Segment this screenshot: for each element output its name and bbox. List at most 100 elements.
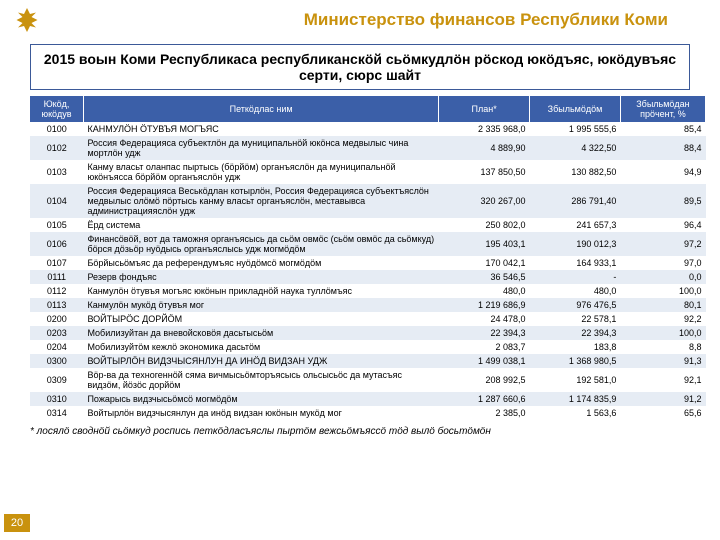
table-row: 0105Ёрд система250 802,0241 657,396,4 [30,218,706,232]
cell: ВОЙТЫРЛӦН ВИДЗЧЫСЯНЛУН ДА ИНӦД ВИДЗАН УД… [83,354,438,368]
table-row: 0111Резерв фондъяс36 546,5-0,0 [30,270,706,284]
cell: 4 889,90 [439,136,530,160]
cell: 208 992,5 [439,368,530,392]
cell: 1 174 835,9 [530,392,621,406]
cell: 480,0 [439,284,530,298]
subtitle: 2015 воын Коми Республикаса республиканс… [30,44,690,90]
cell: 8,8 [620,340,705,354]
table-row: 0102Россия Федерацияса субъектлӧн да мун… [30,136,706,160]
header: Министерство финансов Республики Коми [0,0,720,40]
cell: 22 394,3 [439,326,530,340]
cell: Россия Федерацияса субъектлӧн да муницип… [83,136,438,160]
cell: 0104 [30,184,83,218]
cell: 170 042,1 [439,256,530,270]
cell: 250 802,0 [439,218,530,232]
table-row: 0200ВОЙТЫРӦС ДОРЙӦМ24 478,022 578,192,2 [30,312,706,326]
cell: 976 476,5 [530,298,621,312]
cell: 1 995 555,6 [530,122,621,136]
cell: КАНМУЛӦН ӦТУВЪЯ МОГЪЯС [83,122,438,136]
cell: 195 403,1 [439,232,530,256]
cell: 0,0 [620,270,705,284]
cell: 100,0 [620,284,705,298]
cell: 94,9 [620,160,705,184]
cell: 0102 [30,136,83,160]
cell: 183,8 [530,340,621,354]
cell: 97,2 [620,232,705,256]
cell: Россия Федерацияса Веськӧдлан котырлӧн, … [83,184,438,218]
table-row: 0204Мобилизуйтӧм кежлӧ экономика дасьтӧм… [30,340,706,354]
cell: 80,1 [620,298,705,312]
cell: 286 791,40 [530,184,621,218]
cell: Ёрд система [83,218,438,232]
cell: 22 394,3 [530,326,621,340]
cell: 0106 [30,232,83,256]
cell: 100,0 [620,326,705,340]
cell: 91,2 [620,392,705,406]
logo-icon [12,5,42,35]
cell: 192 581,0 [530,368,621,392]
cell: 0112 [30,284,83,298]
cell: 91,3 [620,354,705,368]
cell: Вӧр-ва да техногеннӧй сяма вичмысьӧмторъ… [83,368,438,392]
col-header: Збыльмӧдан прӧчент, % [620,96,705,122]
cell: Резерв фондъяс [83,270,438,284]
cell: 1 563,6 [530,406,621,420]
table-row: 0103Канму власьт оланпас пыртысь (бӧрйӧм… [30,160,706,184]
header-title: Министерство финансов Республики Коми [50,10,668,30]
col-header: Юкӧд, юкӧдув [30,96,83,122]
cell: Мобилизуйтӧм кежлӧ экономика дасьтӧм [83,340,438,354]
cell: 0200 [30,312,83,326]
cell: Мобилизуйтан да вневойсковӧя дасьтысьӧм [83,326,438,340]
cell: 88,4 [620,136,705,160]
cell: 36 546,5 [439,270,530,284]
cell: 0300 [30,354,83,368]
col-header: Петкӧдлас ним [83,96,438,122]
cell: 96,4 [620,218,705,232]
cell: 0100 [30,122,83,136]
cell: Канмулӧн мукӧд ӧтувъя мог [83,298,438,312]
table-row: 0314Войтырлӧн видзчысянлун да инӧд видза… [30,406,706,420]
col-header: План* [439,96,530,122]
cell: 1 368 980,5 [530,354,621,368]
cell: 2 385,0 [439,406,530,420]
table-row: 0107Бӧрйысьӧмъяс да референдумъяс нуӧдӧм… [30,256,706,270]
data-table: Юкӧд, юкӧдувПеткӧдлас нимПлан*Збыльмӧдӧм… [30,96,706,420]
cell: 89,5 [620,184,705,218]
table-row: 0310Пожарысь видзчысьӧмсӧ могмӧдӧм1 287 … [30,392,706,406]
cell: 92,1 [620,368,705,392]
table-row: 0300ВОЙТЫРЛӦН ВИДЗЧЫСЯНЛУН ДА ИНӦД ВИДЗА… [30,354,706,368]
cell: 1 219 686,9 [439,298,530,312]
page-number: 20 [4,514,30,532]
cell: 164 933,1 [530,256,621,270]
cell: 241 657,3 [530,218,621,232]
cell: Пожарысь видзчысьӧмсӧ могмӧдӧм [83,392,438,406]
cell: 2 335 968,0 [439,122,530,136]
cell: 1 499 038,1 [439,354,530,368]
cell: 480,0 [530,284,621,298]
cell: 0203 [30,326,83,340]
cell: 137 850,50 [439,160,530,184]
table-row: 0113Канмулӧн мукӧд ӧтувъя мог1 219 686,9… [30,298,706,312]
cell: 0103 [30,160,83,184]
table-row: 0104Россия Федерацияса Веськӧдлан котырл… [30,184,706,218]
cell: 22 578,1 [530,312,621,326]
cell: 4 322,50 [530,136,621,160]
table-row: 0112Канмулӧн ӧтувъя могъяс юкӧнын прикла… [30,284,706,298]
cell: 1 287 660,6 [439,392,530,406]
cell: 0111 [30,270,83,284]
cell: 0204 [30,340,83,354]
table-row: 0100КАНМУЛӦН ӦТУВЪЯ МОГЪЯС2 335 968,01 9… [30,122,706,136]
cell: Финансӧвӧй, вот да таможня органъясысь д… [83,232,438,256]
cell: 85,4 [620,122,705,136]
cell: 320 267,00 [439,184,530,218]
cell: 0310 [30,392,83,406]
cell: Канму власьт оланпас пыртысь (бӧрйӧм) ор… [83,160,438,184]
cell: 2 083,7 [439,340,530,354]
cell: Канмулӧн ӧтувъя могъяс юкӧнын прикладнӧй… [83,284,438,298]
cell: 190 012,3 [530,232,621,256]
table-row: 0203Мобилизуйтан да вневойсковӧя дасьтыс… [30,326,706,340]
cell: - [530,270,621,284]
cell: 65,6 [620,406,705,420]
cell: 0309 [30,368,83,392]
col-header: Збыльмӧдӧм [530,96,621,122]
